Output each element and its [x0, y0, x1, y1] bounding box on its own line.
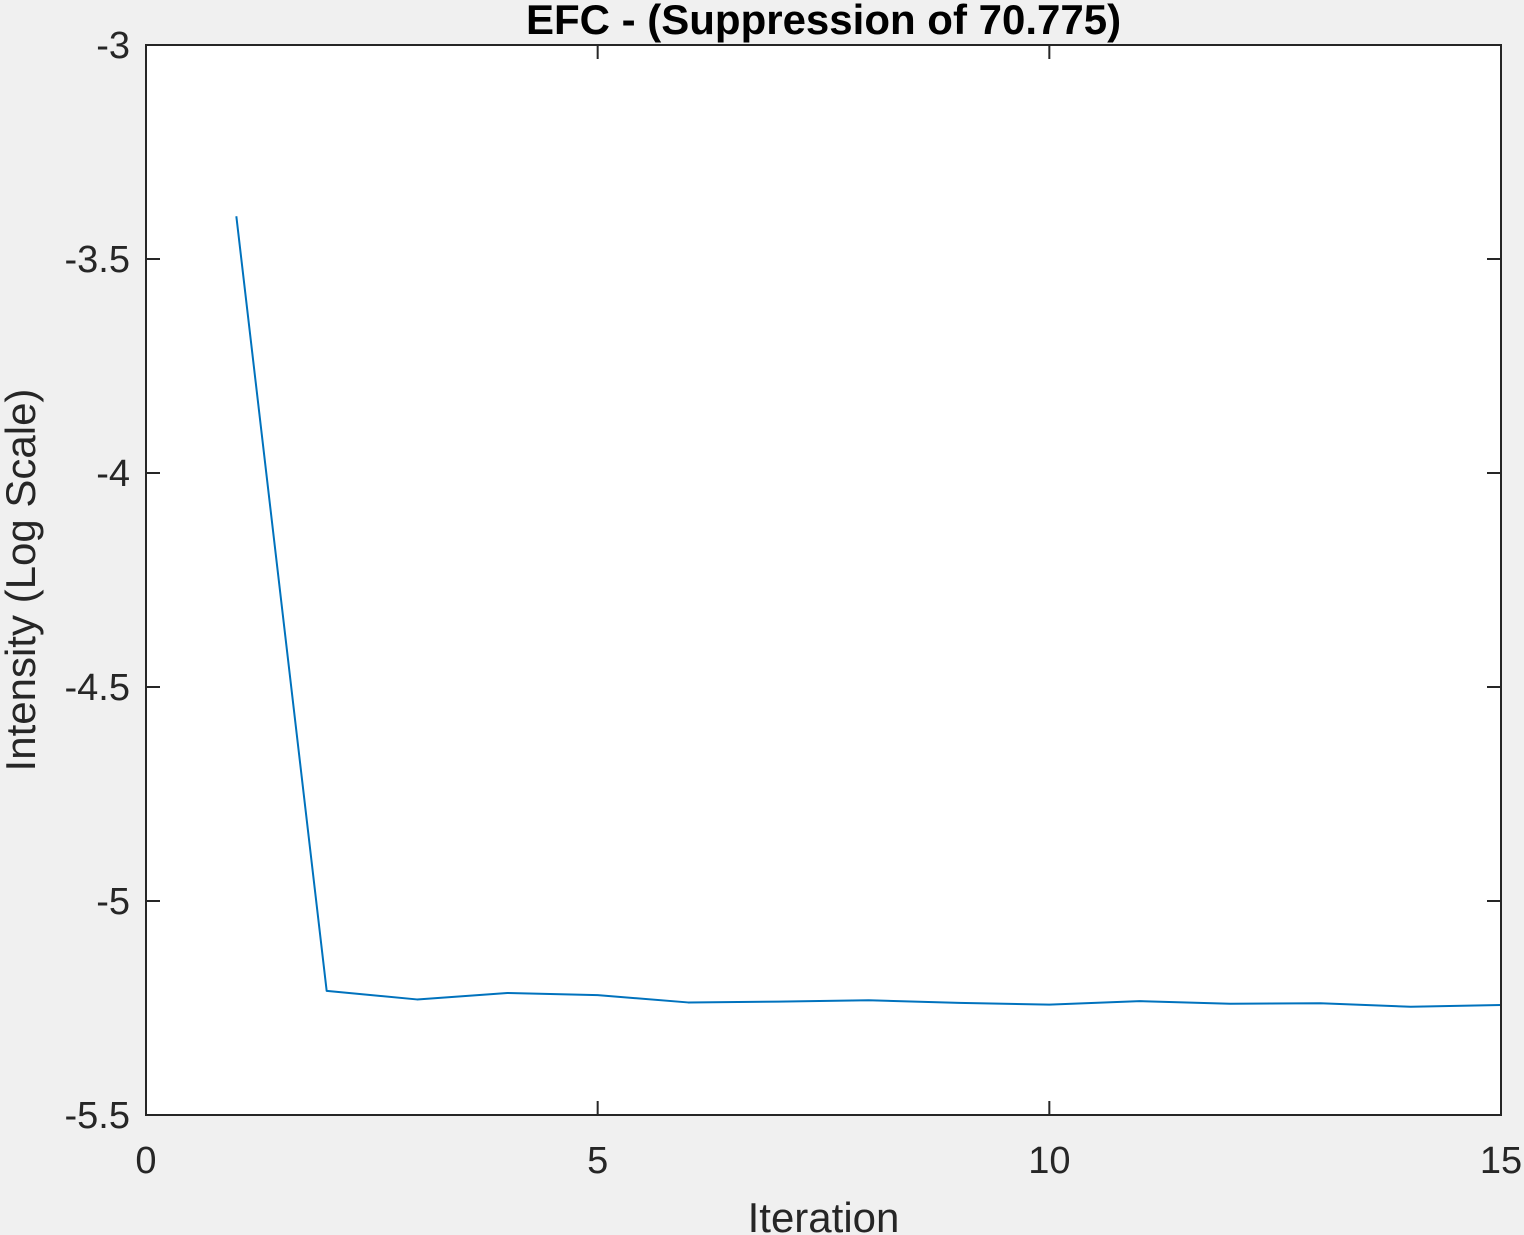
x-tick-label: 5	[587, 1140, 608, 1182]
y-tick-label: -5	[96, 881, 130, 923]
axes-box	[145, 44, 1502, 1116]
chart-title: EFC - (Suppression of 70.775)	[526, 0, 1121, 43]
x-axis-label: Iteration	[748, 1194, 900, 1235]
x-tick-label: 10	[1028, 1140, 1070, 1182]
tick-labels: 0 5 10 15 -3 -3.5 -4 -4.5 -5 -5.5	[65, 25, 1523, 1182]
series-line	[235, 216, 1502, 1008]
y-tick-label: -3	[96, 25, 130, 67]
series-line-group	[235, 216, 1502, 1008]
y-axis-label: Intensity (Log Scale)	[0, 389, 44, 772]
x-tick-label: 15	[1480, 1140, 1522, 1182]
y-tick-label: -3.5	[65, 239, 130, 281]
y-tick-label: -4	[96, 453, 130, 495]
x-tick-label: 0	[135, 1140, 156, 1182]
axes-background	[146, 45, 1501, 1115]
y-tick-label: -5.5	[65, 1095, 130, 1137]
y-tick-label: -4.5	[65, 667, 130, 709]
